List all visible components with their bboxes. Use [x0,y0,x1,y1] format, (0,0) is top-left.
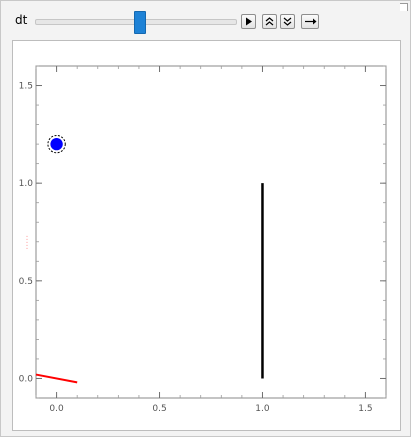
x-tick-label: 0.5 [152,404,166,414]
direction-button[interactable] [301,14,319,29]
faster-button[interactable] [262,14,277,29]
dt-label: dt [15,13,28,27]
ball-outline [47,134,66,154]
plot-panel: 0.0 0.5 1.0 1.5 0.0 0.5 1.0 1.5 [12,40,401,431]
arrow-right-icon [304,18,316,25]
double-chevron-up-icon [265,17,274,26]
slower-button[interactable] [280,14,295,29]
play-icon [246,17,252,26]
double-chevron-down-icon [283,17,292,26]
y-tick-label: 0.0 [19,374,34,384]
x-tick-label: 1.0 [255,404,270,414]
y-tick-label: 0.5 [19,277,33,287]
y-tick-label: 1.5 [19,82,33,92]
y-tick-label: 1.0 [19,179,34,189]
play-button[interactable] [241,14,256,29]
dt-slider-thumb[interactable] [134,11,146,34]
plot-canvas: 0.0 0.5 1.0 1.5 0.0 0.5 1.0 1.5 [19,65,387,414]
panel-corner-marker [400,3,408,11]
x-tick-label: 0.0 [49,404,64,414]
x-tick-label: 1.5 [358,404,372,414]
paddle-line [35,373,78,384]
ball [50,137,63,151]
plot-frame [35,65,387,399]
control-bar: dt [1,1,410,39]
